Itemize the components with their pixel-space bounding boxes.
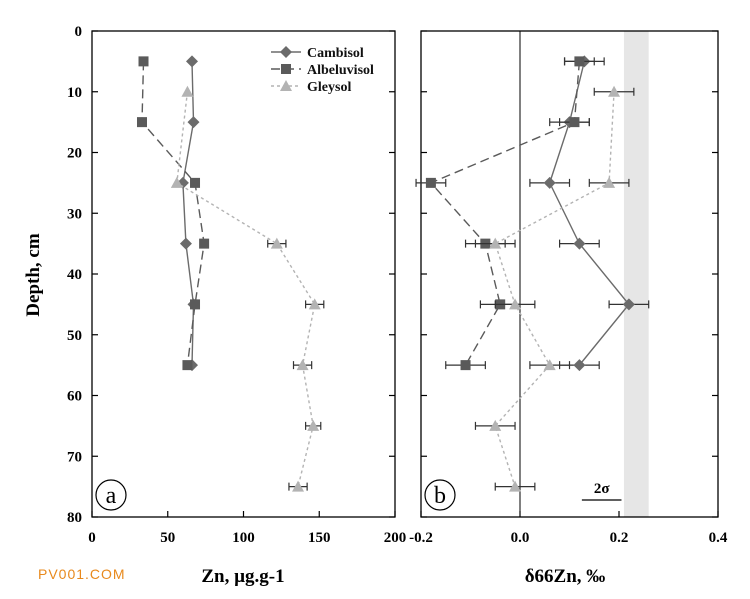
data-point-gleysol xyxy=(603,176,616,188)
y-tick-label: 20 xyxy=(67,146,82,162)
data-point-gleysol xyxy=(509,298,522,310)
legend: Cambisol Albeluvisol Gleysol xyxy=(271,46,374,95)
y-tick-label: 50 xyxy=(67,328,82,344)
data-point-gleysol xyxy=(170,176,183,188)
data-point-gleysol xyxy=(543,359,556,371)
series-line-albeluvisol xyxy=(141,61,205,366)
y-tick-label: 10 xyxy=(67,85,82,101)
series-line-cambisol xyxy=(548,61,630,366)
data-point-cambisol xyxy=(573,237,586,250)
x-tick-label: -0.2 xyxy=(409,530,433,546)
data-point-gleysol xyxy=(307,419,320,431)
x-tick-label: 200 xyxy=(384,530,407,546)
watermark: PV001.COM xyxy=(38,566,126,582)
x-tick-label: 0.2 xyxy=(610,530,629,546)
legend-label: Cambisol xyxy=(307,46,364,61)
data-point-gleysol xyxy=(489,419,502,431)
legend-marker-cambisol xyxy=(280,46,292,58)
x-tick-label: 0.4 xyxy=(709,530,728,546)
series-line-albeluvisol xyxy=(429,61,581,366)
panel-label-circle xyxy=(424,479,456,511)
data-point-gleysol xyxy=(181,85,194,97)
data-point-cambisol xyxy=(622,298,635,311)
data-point-cambisol xyxy=(179,237,192,250)
panel-a: 0 10 20 30 40 50 60 70 80 0 50 100 150 200 a Cambisol Al… xyxy=(67,24,406,546)
legend-label: Gleysol xyxy=(307,80,351,95)
x-tick-label: 0 xyxy=(88,530,96,546)
plot-frame xyxy=(91,30,396,518)
data-point-albeluvisol xyxy=(138,56,149,67)
legend-marker-gleysol xyxy=(280,80,292,91)
y-axis-label: Depth, cm xyxy=(23,233,44,317)
y-tick-label: 60 xyxy=(67,389,82,405)
reference-band xyxy=(623,31,649,517)
y-tick-label: 40 xyxy=(67,267,82,283)
x-axis-label-a: Zn, µg.g-1 xyxy=(201,566,284,587)
data-point-albeluvisol xyxy=(569,117,580,128)
data-point-albeluvisol xyxy=(136,117,147,128)
plot-frame xyxy=(420,30,719,518)
data-point-cambisol xyxy=(185,55,198,68)
data-point-cambisol xyxy=(543,176,556,189)
data-point-gleysol xyxy=(509,480,522,492)
panel-label: b xyxy=(434,483,446,509)
data-point-gleysol xyxy=(292,480,305,492)
data-point-gleysol xyxy=(608,85,621,97)
x-tick-label: 150 xyxy=(308,530,331,546)
data-point-gleysol xyxy=(489,237,502,249)
panel-label: a xyxy=(106,483,117,509)
x-tick-label: 50 xyxy=(160,530,175,546)
y-tick-label: 70 xyxy=(67,449,82,465)
y-tick-label: 80 xyxy=(67,510,82,526)
panel-label-circle xyxy=(95,479,127,511)
data-point-albeluvisol xyxy=(574,56,585,67)
data-point-albeluvisol xyxy=(460,360,471,371)
data-point-cambisol xyxy=(573,359,586,372)
data-point-gleysol xyxy=(270,237,283,249)
series-line-cambisol xyxy=(182,61,195,366)
x-tick-label: 0.0 xyxy=(511,530,530,546)
data-point-albeluvisol xyxy=(182,360,193,371)
data-point-gleysol xyxy=(308,298,321,310)
scale-bar-label: 2σ xyxy=(594,481,611,497)
data-point-albeluvisol xyxy=(425,177,436,188)
data-point-albeluvisol xyxy=(190,299,201,310)
series-line-gleysol xyxy=(176,91,316,487)
data-point-albeluvisol xyxy=(199,238,210,249)
y-tick-label: 30 xyxy=(67,206,82,222)
data-point-gleysol xyxy=(296,359,309,371)
x-axis-label-b: δ66Zn, ‰ xyxy=(525,566,606,587)
data-point-albeluvisol xyxy=(190,177,201,188)
x-tick-label: 100 xyxy=(232,530,255,546)
series-line-gleysol xyxy=(494,91,615,487)
data-point-cambisol xyxy=(187,116,200,129)
panel-b: -0.2 0.0 0.2 0.4 b 2σ xyxy=(409,30,728,546)
legend-marker-albeluvisol xyxy=(281,64,291,74)
y-tick-label: 0 xyxy=(75,24,83,40)
legend-label: Albeluvisol xyxy=(307,63,374,78)
